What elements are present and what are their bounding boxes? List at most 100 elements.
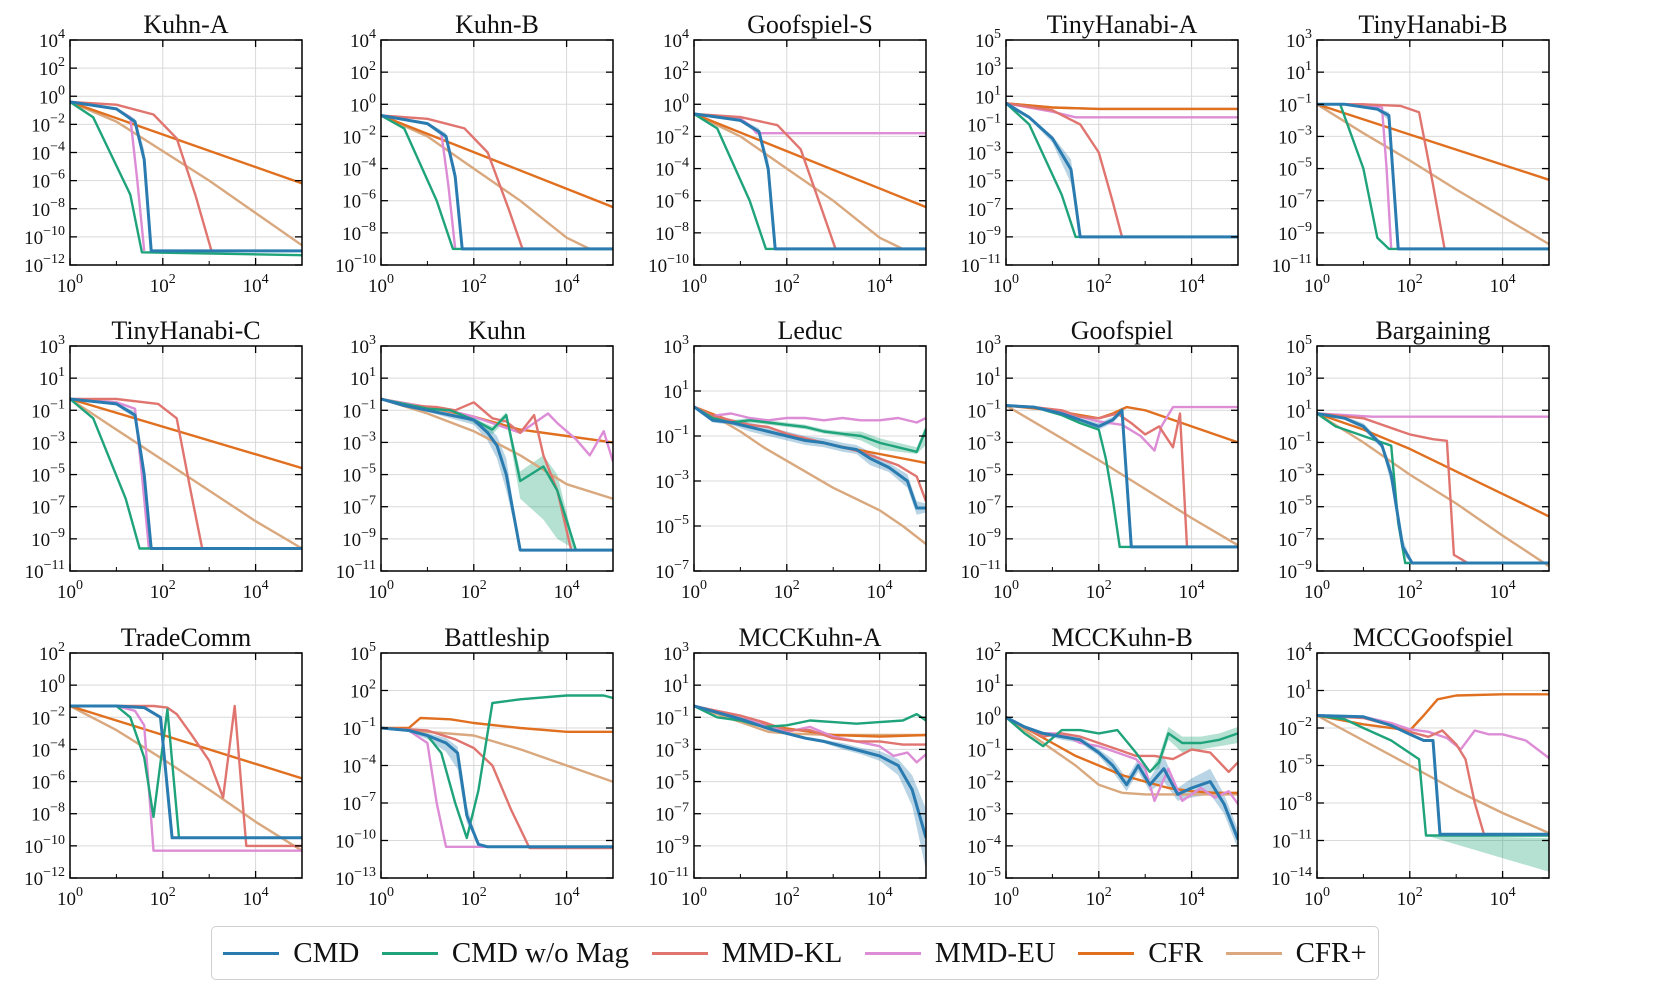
y-tick-label: 10−11 (1272, 252, 1312, 277)
y-tick-label: 10−3 (967, 140, 1001, 165)
y-tick-label: 10−8 (31, 196, 65, 221)
panel-mccgoofspiel: 100 102 104 10−14 10−11 10−8 10−5 10−2 101 104 MCC… (1271, 623, 1550, 910)
y-tick-label: 10−11 (649, 865, 689, 890)
y-tick-label: 10−5 (655, 513, 689, 538)
y-tick-label: 10−8 (342, 220, 376, 245)
chart-title: Goofspiel (1071, 316, 1174, 345)
y-tick-label: 100 (350, 91, 376, 116)
legend-entry-cmd-w-o-mag: CMD w/o Mag (381, 937, 629, 970)
y-tick-label: 10−14 (1271, 865, 1312, 890)
line-mmd-kl (70, 704, 302, 848)
plot-area (694, 405, 926, 545)
x-tick-label: 102 (1086, 885, 1112, 910)
y-tick-label: 10−11 (1272, 828, 1312, 853)
x-tick-label: 102 (1397, 885, 1423, 910)
y-tick-label: 10−3 (967, 801, 1001, 826)
y-tick-label: 10−1 (1278, 91, 1312, 116)
y-tick-label: 105 (975, 27, 1001, 52)
y-tick-label: 10−10 (24, 833, 65, 858)
y-tick-label: 10−4 (31, 736, 65, 761)
band-cmd (381, 115, 613, 249)
legend-label: CFR (1148, 936, 1204, 969)
plot-area (70, 397, 302, 550)
panel-kuhn-b: 100 102 104 10−10 10−8 10−6 10−4 10−2 100 102 104 K… (335, 10, 614, 297)
line-cmd (694, 704, 926, 839)
x-tick-label: 100 (681, 272, 707, 297)
x-tick-label: 104 (867, 885, 893, 910)
plot-area (70, 704, 302, 852)
y-tick-label: 10−7 (342, 790, 376, 815)
y-tick-label: 103 (350, 333, 376, 358)
axes-frame (1005, 652, 1239, 879)
axes-frame (380, 39, 614, 266)
line-cfr (1317, 412, 1549, 518)
x-tick-label: 104 (554, 272, 580, 297)
line-mmd-kl (1006, 404, 1238, 549)
line-cmd (381, 397, 613, 552)
chart-title: Kuhn-A (143, 10, 228, 39)
panel-bargaining: 100 102 104 10−9 10−7 10−5 10−3 10−1 101 103 105 Ba… (1278, 316, 1550, 603)
y-tick-label: 10−5 (967, 462, 1001, 487)
legend-swatch (1225, 951, 1282, 955)
line-cfr- (1317, 412, 1549, 568)
line-cmd (694, 112, 926, 251)
line-cmd-w-o-mag (381, 114, 613, 251)
plot-area (70, 100, 302, 257)
y-tick-label: 101 (1286, 397, 1312, 422)
line-mmd-eu (694, 405, 926, 424)
y-tick-label: 10−3 (31, 429, 65, 454)
chart-title: TradeComm (121, 623, 252, 652)
line-mmd-kl (381, 114, 524, 250)
x-tick-label: 100 (681, 885, 707, 910)
y-tick-label: 10−1 (967, 736, 1001, 761)
plot-area (381, 397, 613, 552)
line-cfr (70, 704, 302, 780)
x-tick-label: 102 (1397, 272, 1423, 297)
y-tick-label: 10−7 (967, 494, 1001, 519)
line-cfr (381, 114, 613, 209)
legend-label: MMD-EU (934, 936, 1056, 969)
y-tick-label: 101 (350, 365, 376, 390)
y-tick-label: 105 (1286, 333, 1312, 358)
y-tick-label: 10−11 (961, 558, 1001, 583)
y-tick-label: 102 (663, 59, 689, 84)
y-tick-label: 101 (975, 365, 1001, 390)
line-cfr (694, 405, 926, 465)
legend-label: MMD-KL (721, 936, 843, 969)
x-tick-label: 102 (1397, 578, 1423, 603)
y-tick-label: 101 (1286, 59, 1312, 84)
chart-title: MCCKuhn-A (738, 623, 881, 652)
x-tick-label: 100 (57, 272, 83, 297)
y-tick-label: 101 (975, 672, 1001, 697)
y-tick-label: 103 (663, 333, 689, 358)
x-tick-label: 102 (1086, 578, 1112, 603)
x-tick-label: 102 (774, 885, 800, 910)
y-tick-label: 10−4 (655, 156, 689, 181)
y-tick-label: 10−10 (335, 828, 376, 853)
y-tick-label: 10−9 (31, 526, 65, 551)
y-tick-label: 103 (663, 640, 689, 665)
y-tick-label: 10−7 (1278, 526, 1312, 551)
line-cmd-w-o-mag (381, 397, 613, 552)
y-tick-label: 10−4 (31, 140, 65, 165)
plot-area (1006, 404, 1238, 549)
y-tick-label: 10−3 (655, 468, 689, 493)
y-tick-label: 104 (1286, 640, 1312, 665)
legend-entry-cfr-: CFR+ (1225, 937, 1367, 970)
line-cmd (1317, 714, 1549, 836)
y-tick-label: 10−7 (342, 494, 376, 519)
line-cmd (1317, 412, 1549, 565)
x-tick-label: 104 (554, 885, 580, 910)
x-tick-label: 100 (993, 885, 1019, 910)
line-cmd (70, 100, 302, 253)
band-cmd-w-o-mag (1317, 715, 1549, 872)
band-cmd (1006, 717, 1238, 850)
x-tick-label: 100 (681, 578, 707, 603)
line-cfr (70, 100, 302, 185)
axes-frame (69, 345, 303, 572)
y-tick-label: 10−7 (967, 196, 1001, 221)
plot-area (1317, 102, 1549, 251)
line-cfr- (1317, 103, 1549, 246)
band-cmd (694, 406, 926, 515)
y-tick-label: 10−8 (655, 220, 689, 245)
